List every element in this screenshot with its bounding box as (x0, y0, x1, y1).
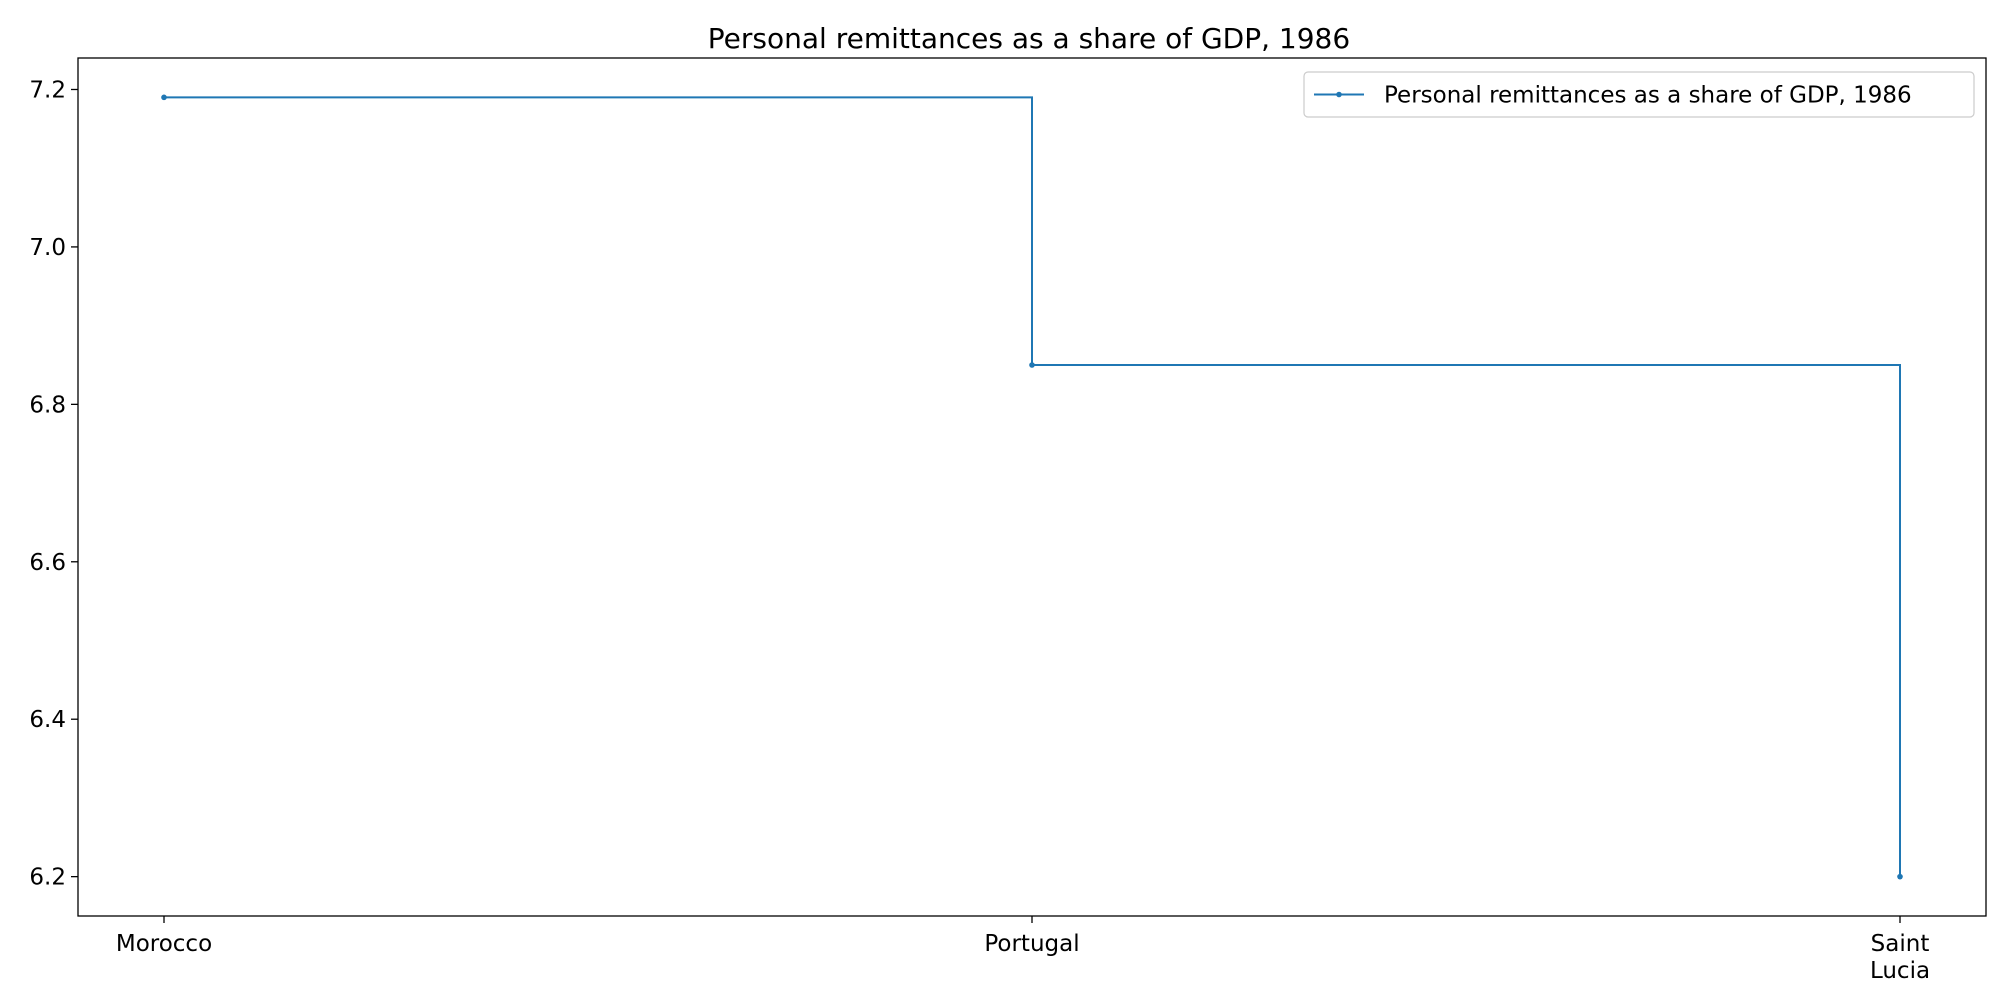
y-tick-label: 6.6 (29, 550, 66, 576)
chart-title: Personal remittances as a share of GDP, … (708, 22, 1350, 55)
y-tick-label: 6.4 (29, 707, 66, 733)
data-point (161, 94, 167, 101)
y-tick-label: 6.2 (29, 865, 66, 891)
data-point (1029, 362, 1035, 368)
x-tick-label: Saint Lucia (1870, 931, 1930, 984)
x-tick-label: Portugal (984, 931, 1079, 957)
legend: Personal remittances as a share of GDP, … (1303, 71, 1975, 118)
series-layer (161, 94, 1903, 880)
y-tick-label: 7.0 (29, 235, 66, 261)
legend-marker (1336, 91, 1342, 98)
data-point (1897, 873, 1903, 880)
legend-box (1303, 71, 1975, 118)
legend-label: Personal remittances as a share of GDP, … (1384, 83, 1912, 109)
x-axis: Morocco Portugal Saint Lucia (116, 916, 1930, 984)
y-tick-label: 7.2 (29, 77, 66, 103)
x-tick-label: Morocco (116, 931, 212, 957)
y-tick-label: 6.8 (29, 392, 66, 418)
y-axis: 6.2 6.4 6.6 6.8 7.0 7.2 (29, 77, 78, 891)
plot-frame (77, 57, 1987, 917)
